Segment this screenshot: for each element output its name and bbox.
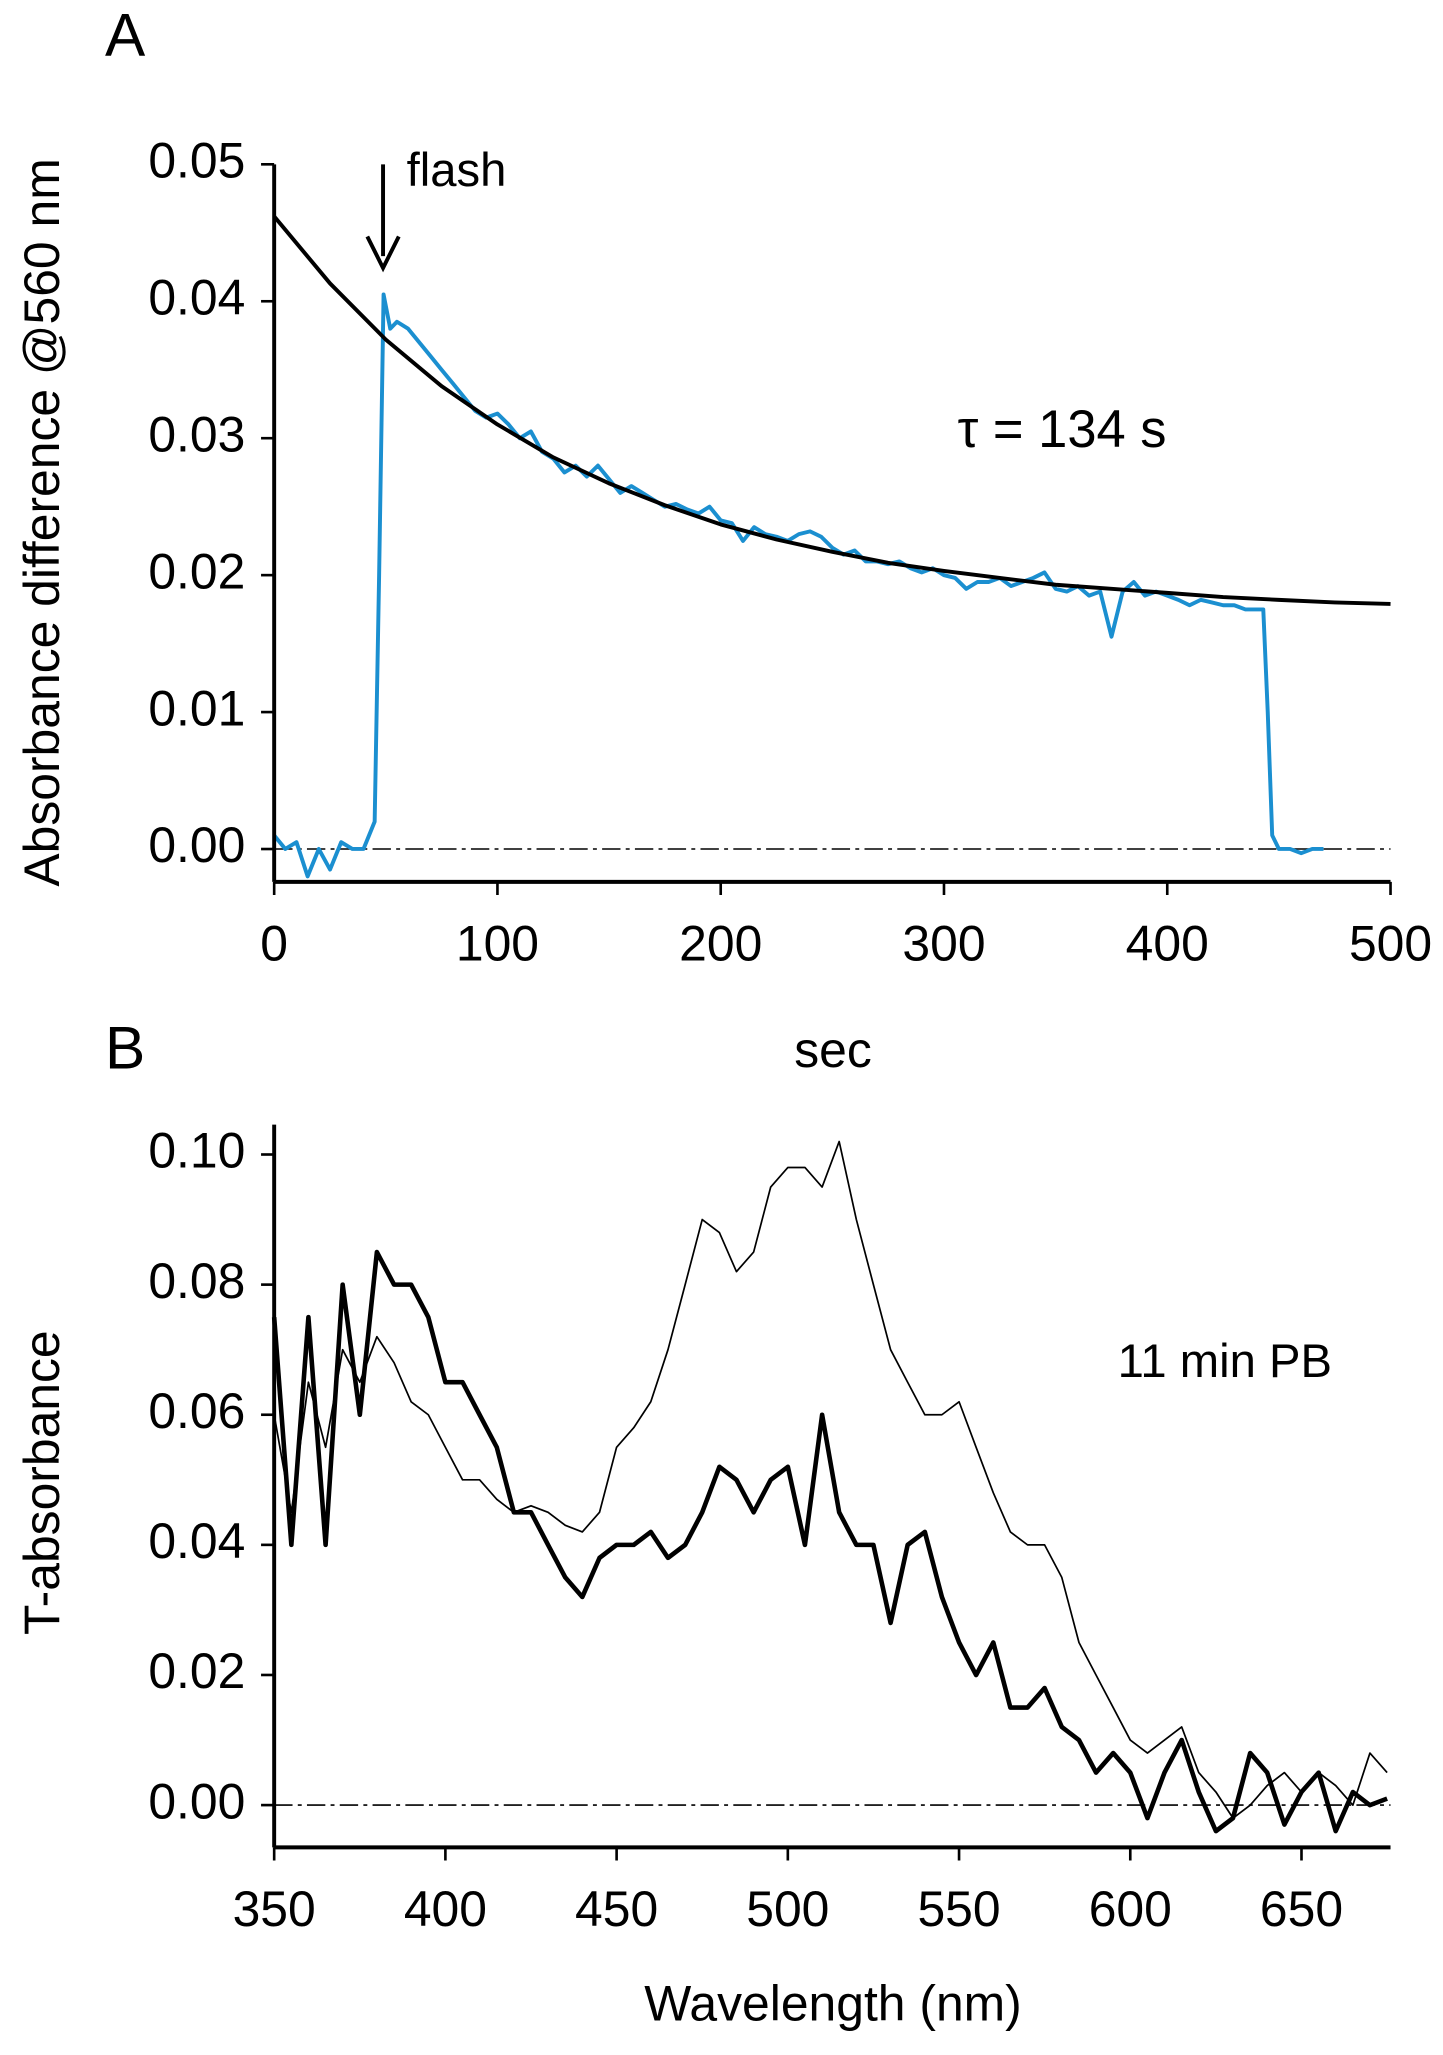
x-tick-label: 300 — [902, 916, 985, 972]
y-tick-label: 0.04 — [148, 269, 245, 325]
y-tick-label: 0.10 — [148, 1123, 245, 1179]
x-tick-label: 450 — [575, 1881, 658, 1937]
x-tick-label: 550 — [917, 1881, 1000, 1937]
x-tick-label: 100 — [456, 916, 539, 972]
x-tick-label: 400 — [1126, 916, 1209, 972]
x-tick-label: 200 — [679, 916, 762, 972]
x-tick-label: 650 — [1260, 1881, 1343, 1937]
data-line — [272, 215, 1391, 606]
x-tick-label: 400 — [404, 1881, 487, 1937]
y-tick-label: 0.05 — [148, 132, 245, 188]
x-tick-label: 500 — [1349, 916, 1432, 972]
x-tick-label: 500 — [746, 1881, 829, 1937]
data-line — [271, 1249, 1388, 1834]
x-tick-label: 0 — [260, 916, 288, 972]
y-axis-title: T-absorbance — [14, 1330, 70, 1635]
y-tick-label: 0.00 — [148, 1773, 245, 1829]
y-tick-label: 0.01 — [148, 680, 245, 736]
y-tick-label: 0.04 — [148, 1513, 245, 1569]
x-axis-title: sec — [794, 1022, 872, 1078]
annotation: flash — [407, 144, 507, 197]
y-tick-label: 0.00 — [148, 817, 245, 873]
y-tick-label: 0.03 — [148, 406, 245, 462]
data-line — [272, 292, 1324, 879]
x-axis-title: Wavelength (nm) — [644, 1976, 1022, 2032]
y-tick-label: 0.02 — [148, 1643, 245, 1699]
data-line — [273, 1140, 1388, 1819]
panel-label: B — [105, 1013, 145, 1081]
flash-arrowhead — [365, 235, 401, 273]
annotation: 11 min PB — [1118, 1335, 1332, 1388]
y-tick-label: 0.08 — [148, 1253, 245, 1309]
y-axis-title: Absorbance difference @560 nm — [14, 158, 70, 886]
y-tick-label: 0.02 — [148, 543, 245, 599]
x-tick-label: 600 — [1089, 1881, 1172, 1937]
x-tick-label: 350 — [233, 1881, 316, 1937]
annotation: τ = 134 s — [958, 401, 1167, 459]
panel-label: A — [105, 1, 146, 69]
y-tick-label: 0.06 — [148, 1383, 245, 1439]
